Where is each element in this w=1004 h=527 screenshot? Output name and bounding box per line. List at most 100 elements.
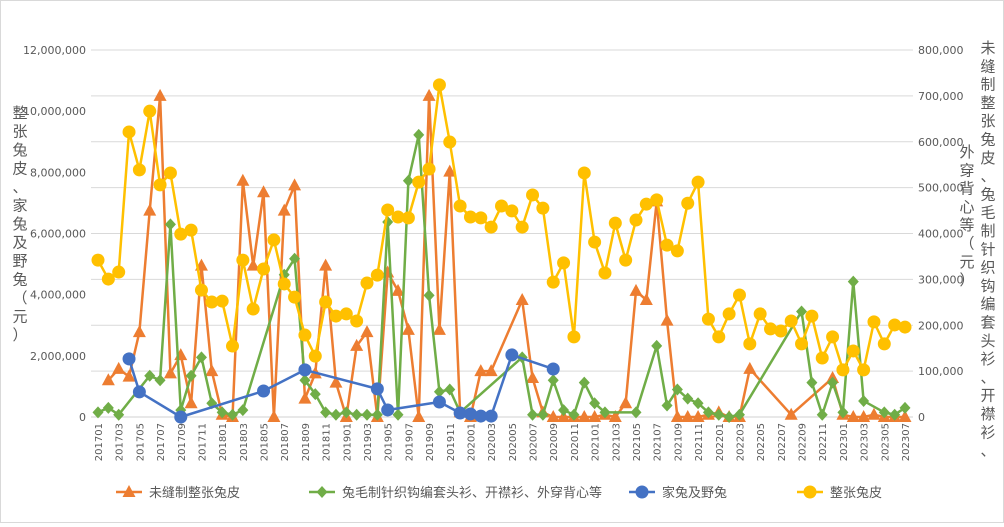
- triangle-marker: [329, 375, 343, 388]
- diamond-marker: [796, 305, 808, 318]
- triangle-marker: [898, 410, 912, 422]
- circle-marker: [803, 485, 817, 499]
- triangle-marker: [205, 364, 219, 377]
- circle-marker: [339, 307, 353, 321]
- circle-marker: [650, 193, 664, 207]
- y-left-tick-label: 4,000,000: [30, 289, 86, 302]
- diamond-marker: [423, 289, 435, 302]
- diamond-marker: [723, 411, 735, 423]
- y-right-tick-label: 400,000: [918, 228, 964, 241]
- legend-label: 未缝制整张兔皮: [149, 486, 240, 501]
- circle-marker: [815, 351, 829, 365]
- x-tick-label: 202205: [756, 423, 767, 461]
- x-tick-label: 202105: [632, 423, 643, 461]
- y-right-title-char: 皮: [980, 149, 995, 167]
- diamond-marker: [351, 408, 363, 421]
- y-right-title-char: 背: [959, 180, 974, 198]
- x-tick-label: 202109: [673, 423, 684, 461]
- triangle-marker: [143, 203, 157, 216]
- circle-marker: [743, 337, 757, 351]
- diamond-marker: [702, 406, 714, 419]
- x-tick-label: 201707: [156, 423, 167, 461]
- circle-marker: [453, 406, 467, 420]
- diamond-marker: [144, 369, 156, 382]
- diamond-marker: [682, 392, 694, 405]
- circle-marker: [153, 178, 167, 192]
- circle-marker: [194, 283, 208, 297]
- y-left-tick-label: 12,000,000: [23, 44, 86, 57]
- y-axis-left-ticks: 0 2,000,000 4,000,000 6,000,000 8,000,000 10,…: [23, 44, 86, 424]
- triangle-marker: [184, 396, 198, 409]
- circle-marker: [681, 196, 695, 210]
- circle-marker: [619, 253, 633, 267]
- y-left-title-char: 家: [12, 197, 27, 215]
- y-left-tick-label: 6,000,000: [30, 228, 86, 241]
- circle-marker: [112, 265, 126, 279]
- circle-marker: [236, 253, 250, 267]
- triangle-marker: [546, 410, 560, 422]
- x-tick-label: 202011: [570, 423, 581, 461]
- y-left-title-char: 兔: [12, 215, 27, 233]
- x-tick-label: 201701: [94, 423, 105, 461]
- circle-marker: [163, 166, 177, 180]
- diamond-marker: [237, 404, 249, 417]
- triangle-marker: [784, 407, 798, 420]
- circle-marker: [515, 220, 529, 234]
- circle-marker: [629, 213, 643, 227]
- circle-marker: [877, 337, 891, 351]
- circle-marker: [484, 409, 498, 423]
- circle-marker: [101, 272, 115, 286]
- y-right-title-char: 襟: [980, 405, 995, 423]
- circle-marker: [308, 349, 322, 363]
- y-left-title-char: 皮: [12, 160, 27, 178]
- circle-marker: [184, 223, 198, 237]
- legend: 未缝制整张兔皮 兔毛制针织钩编套头衫、开襟衫、外穿背心等 家兔及野兔 整张兔皮: [116, 485, 882, 501]
- diamond-marker: [713, 408, 725, 421]
- circle-marker: [298, 363, 312, 377]
- circle-marker: [546, 275, 560, 289]
- circle-marker: [608, 216, 622, 230]
- diamond-marker: [316, 486, 328, 498]
- y-right-title-char: 心: [959, 198, 974, 216]
- circle-marker: [246, 302, 260, 316]
- circle-marker: [370, 382, 384, 396]
- diamond-marker: [299, 374, 311, 387]
- diamond-marker: [692, 397, 704, 410]
- circle-marker: [536, 201, 550, 215]
- circle-marker: [277, 277, 291, 291]
- circle-marker: [701, 312, 715, 326]
- triangle-marker: [608, 410, 622, 422]
- triangle-marker: [857, 410, 871, 422]
- y-left-title-char: 张: [12, 123, 27, 141]
- circle-marker: [257, 384, 271, 398]
- legend-label: 兔毛制针织钩编套头衫、开襟衫、外穿背心等: [342, 485, 602, 501]
- y-right-title-char: 穿: [959, 161, 974, 179]
- y-right-title-char: 等: [959, 216, 974, 234]
- triangle-marker: [360, 325, 374, 338]
- y-right-title-char: 缝: [980, 57, 995, 75]
- circle-marker: [505, 204, 519, 218]
- triangle-marker: [412, 410, 426, 422]
- y-left-title-char: 兔: [12, 141, 27, 159]
- y-right-title-char: 未: [980, 39, 995, 57]
- y-left-tick-label: 2,000,000: [30, 350, 86, 363]
- y-right-title-char: 织: [980, 259, 995, 277]
- diamond-marker: [340, 406, 352, 419]
- y-left-title-char: ）: [12, 326, 27, 344]
- diamond-marker: [847, 275, 859, 288]
- circle-marker: [443, 135, 457, 149]
- circle-marker: [639, 197, 653, 211]
- y-right-title-char: 头: [980, 332, 995, 350]
- diamond-marker: [537, 408, 549, 421]
- circle-marker: [670, 244, 684, 258]
- triangle-marker: [484, 364, 498, 377]
- x-tick-label: 202007: [529, 423, 540, 461]
- diamond-marker: [154, 374, 166, 387]
- circle-marker: [764, 322, 777, 336]
- diamond-marker: [806, 376, 818, 389]
- diamond-marker: [227, 408, 238, 421]
- y-right-title-char: 、: [980, 167, 995, 185]
- diamond-marker: [444, 383, 456, 396]
- y-right-title-char: 元: [959, 253, 974, 271]
